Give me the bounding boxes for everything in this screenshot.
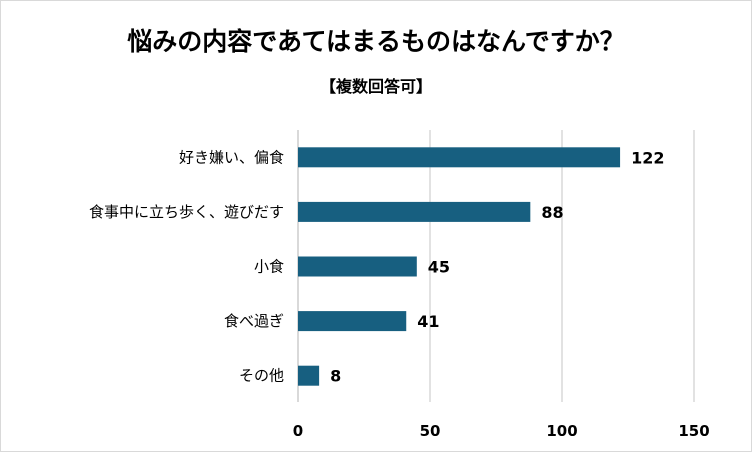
bar (298, 365, 320, 386)
category-label: 好き嫌い、偏食 (179, 148, 284, 166)
bar (298, 256, 417, 277)
x-tick-label: 50 (420, 422, 441, 440)
category-label: 小食 (254, 258, 284, 276)
chart-title: 悩みの内容であてはまるものはなんですか？ (127, 27, 625, 56)
bar (298, 201, 531, 222)
x-tick-label: 100 (546, 422, 577, 440)
x-tick-label: 0 (293, 422, 303, 440)
data-label: 88 (541, 203, 563, 222)
chart-subtitle: 【複数回答可】 (319, 77, 432, 96)
bar (298, 147, 621, 168)
category-label: 食べ過ぎ (224, 312, 284, 330)
data-label: 45 (428, 258, 450, 277)
data-label: 8 (330, 367, 341, 386)
data-label: 122 (631, 148, 664, 167)
data-label: 41 (417, 312, 439, 331)
category-label: 食事中に立ち歩く、遊びだす (89, 203, 284, 221)
category-label: その他 (239, 367, 284, 385)
x-tick-label: 150 (678, 422, 709, 440)
bar (298, 311, 407, 332)
